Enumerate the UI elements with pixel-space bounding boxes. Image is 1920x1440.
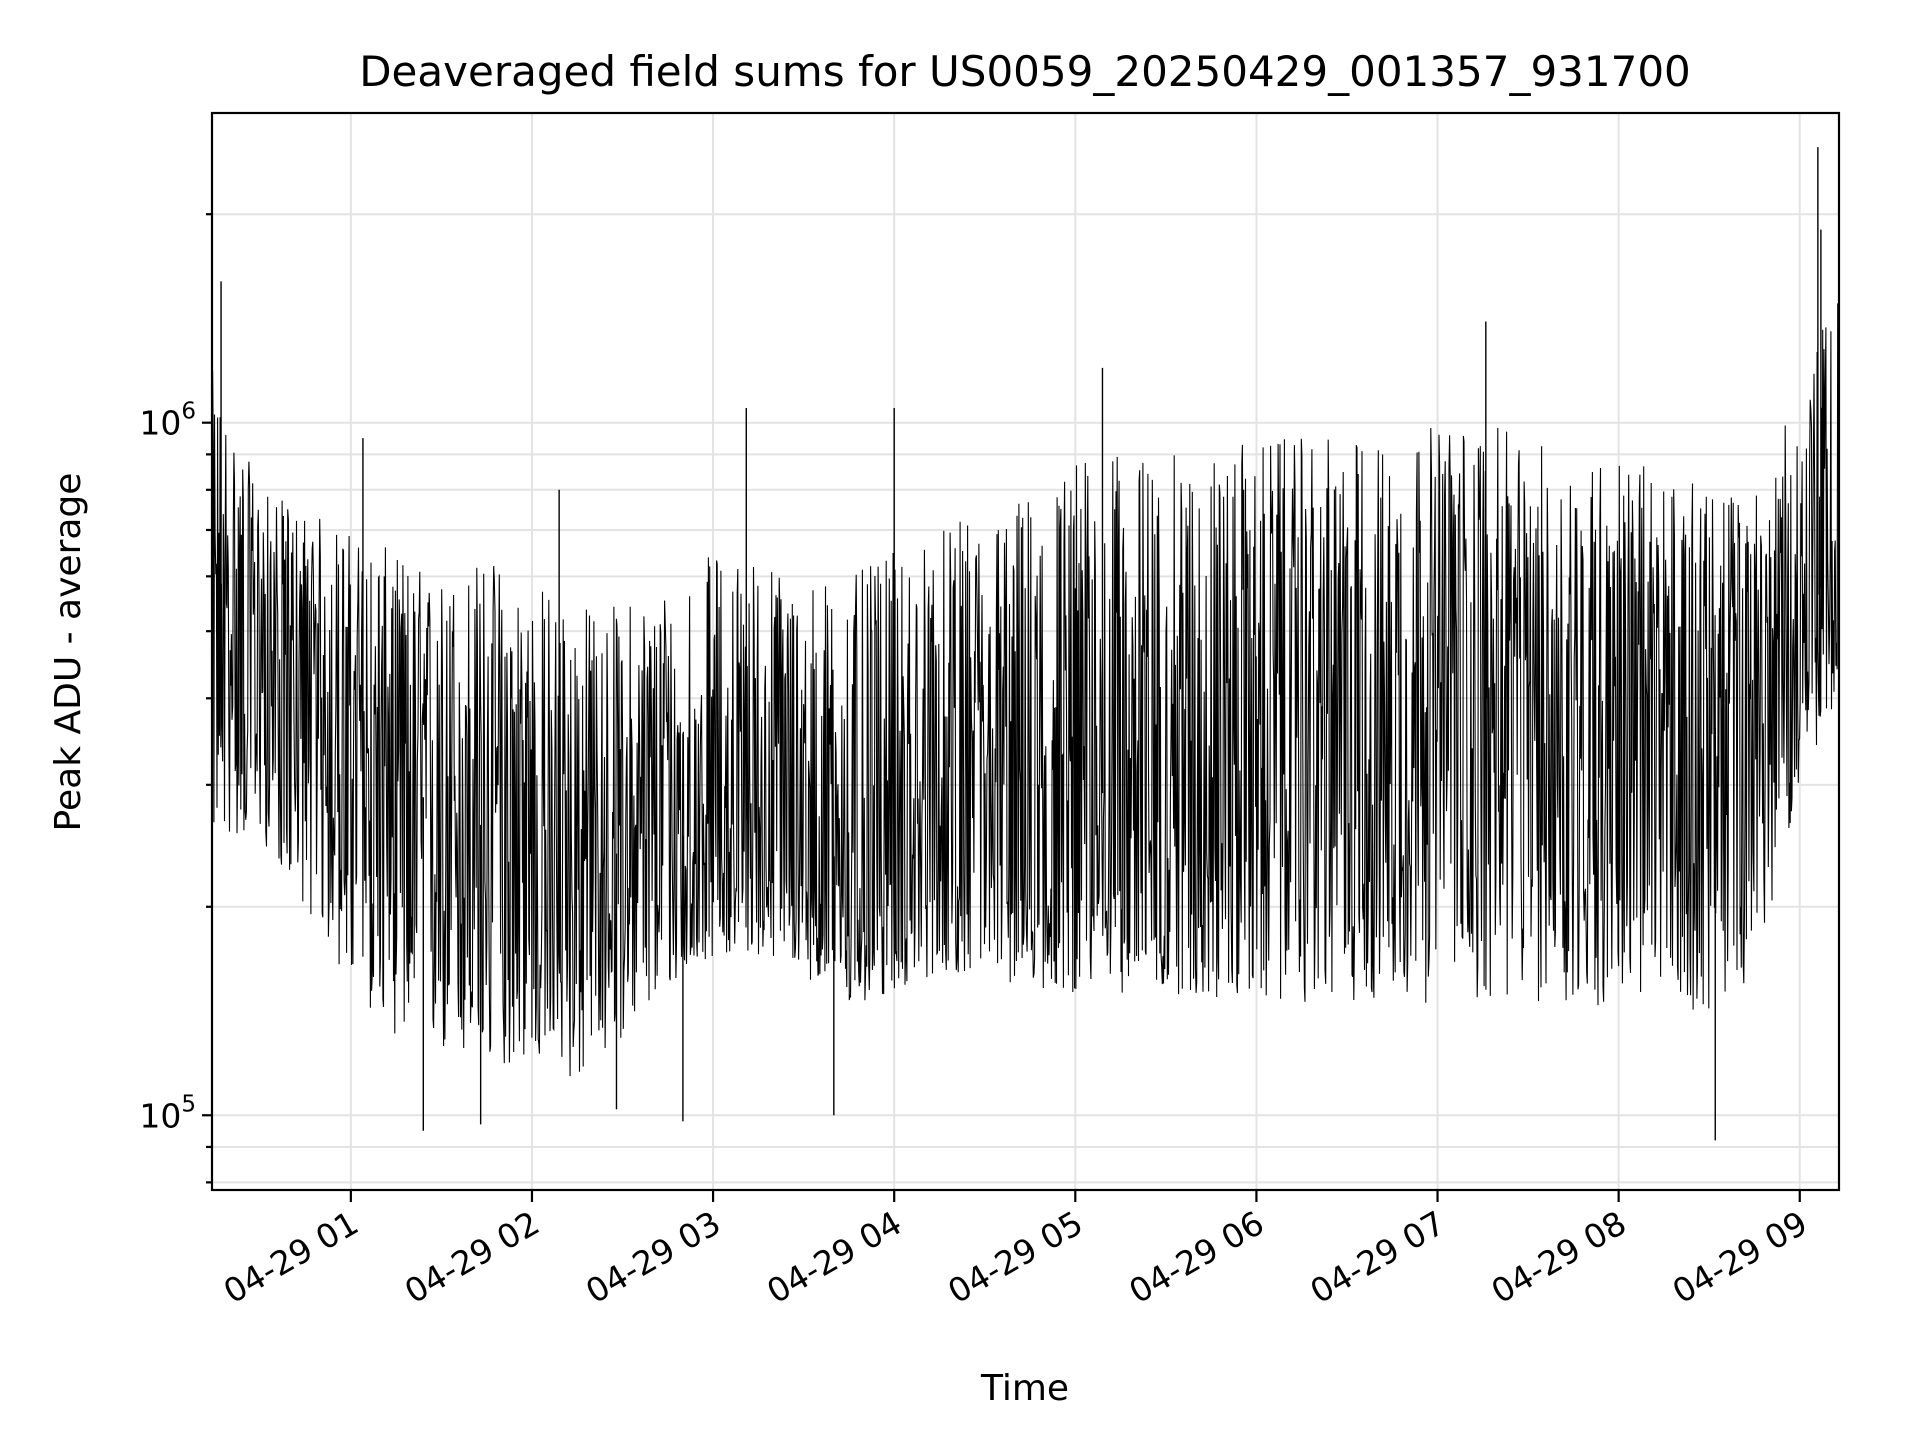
chart-title: Deaveraged field sums for US0059_2025042… (359, 47, 1691, 96)
x-tick-label: 04-29 09 (1666, 1203, 1814, 1311)
x-tick-label: 04-29 02 (398, 1203, 546, 1311)
series-line (211, 303, 1840, 1077)
x-tick-label: 04-29 07 (1304, 1203, 1452, 1311)
plot-frame (210, 111, 1841, 1192)
y-tick-label: 106 (139, 399, 196, 443)
x-tick-label: 04-29 04 (760, 1203, 908, 1311)
x-tick-label: 04-29 03 (579, 1203, 727, 1311)
x-tick-label: 04-29 08 (1485, 1203, 1633, 1311)
x-tick-label: 04-29 01 (217, 1203, 365, 1311)
data-series (211, 147, 1840, 1141)
y-tick-label: 105 (139, 1091, 196, 1135)
y-axis-label: Peak ADU - average (48, 473, 89, 832)
x-tick-label: 04-29 05 (941, 1203, 1089, 1311)
x-tick-label: 04-29 06 (1122, 1203, 1270, 1311)
x-axis-label: Time (980, 1368, 1069, 1409)
